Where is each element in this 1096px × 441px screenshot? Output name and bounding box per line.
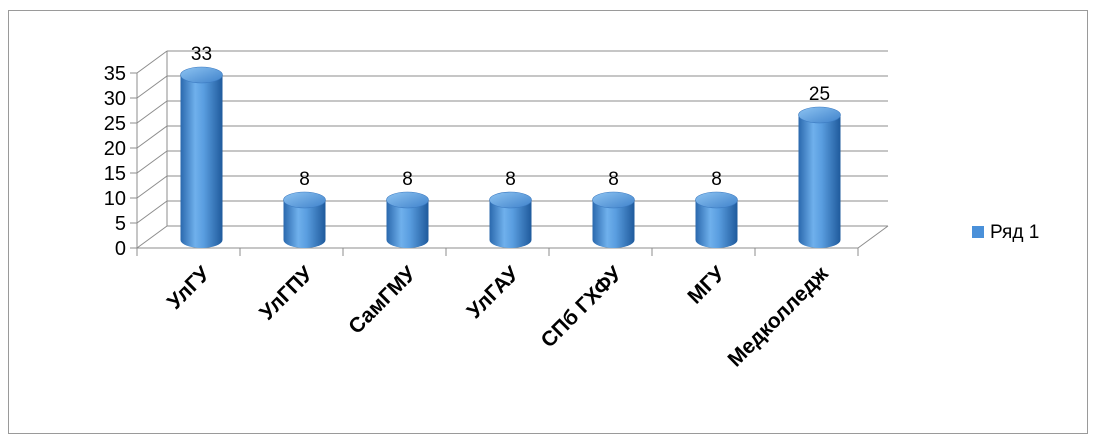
- x-tick-label: УлГУ: [163, 262, 215, 314]
- bar-body: [592, 200, 635, 248]
- bar-cap: [386, 191, 429, 209]
- bar: [798, 106, 841, 248]
- y-tick-label: 35: [104, 63, 126, 85]
- bar: [386, 191, 429, 248]
- data-label: 8: [505, 169, 516, 190]
- side-wall-gridline: [136, 75, 168, 99]
- data-label: 25: [809, 84, 830, 105]
- x-tick-label: СПб ГХФУ: [537, 262, 628, 353]
- bar: [592, 191, 635, 248]
- x-tick-label: МГУ: [683, 262, 730, 309]
- x-tick-label: УлГАУ: [463, 262, 525, 324]
- legend-swatch-series-1: [972, 226, 984, 238]
- legend-label-series-1: Ряд 1: [990, 222, 1039, 243]
- side-wall-gridline: [136, 125, 168, 149]
- legend: Ряд 1: [972, 222, 1039, 243]
- data-label: 8: [402, 169, 413, 190]
- side-wall-gridline: [136, 225, 168, 249]
- bar: [695, 191, 738, 248]
- data-label: 33: [191, 44, 212, 65]
- bar-body: [798, 115, 841, 248]
- floor-right-edge: [857, 225, 889, 249]
- side-wall-gridline: [136, 100, 168, 124]
- bar-cap: [592, 191, 635, 209]
- data-label: 8: [608, 169, 619, 190]
- bar-body: [386, 200, 429, 248]
- bar-cap: [180, 66, 223, 84]
- bar: [283, 191, 326, 248]
- bar: [180, 66, 223, 248]
- bar-cap: [798, 106, 841, 124]
- side-wall-gridline: [136, 200, 168, 224]
- y-tick-label: 0: [115, 238, 126, 260]
- x-tick-label: Медколледж: [724, 261, 834, 371]
- y-tick-label: 5: [115, 213, 126, 235]
- y-tick-label: 20: [104, 138, 126, 160]
- y-tick-label: 10: [104, 188, 126, 210]
- bar-body: [283, 200, 326, 248]
- x-tick-label: СамГМУ: [344, 262, 421, 339]
- bar-body: [489, 200, 532, 248]
- y-tick-label: 15: [104, 163, 126, 185]
- side-wall-gridline: [136, 50, 168, 74]
- y-tick-label: 30: [104, 88, 126, 110]
- data-label: 8: [711, 169, 722, 190]
- bar: [489, 191, 532, 248]
- data-label: 8: [299, 169, 310, 190]
- bar-cap: [283, 191, 326, 209]
- bar-cap: [489, 191, 532, 209]
- side-wall-gridline: [136, 150, 168, 174]
- axes: 0 5 10 15 20 25 30 35: [104, 63, 859, 260]
- bar-body: [180, 75, 223, 248]
- side-wall-gridline: [136, 175, 168, 199]
- x-tick-label: УлГПУ: [255, 262, 318, 325]
- y-tick-label: 25: [104, 113, 126, 135]
- bar-body: [695, 200, 738, 248]
- bar-cap: [695, 191, 738, 209]
- bars: [180, 66, 841, 248]
